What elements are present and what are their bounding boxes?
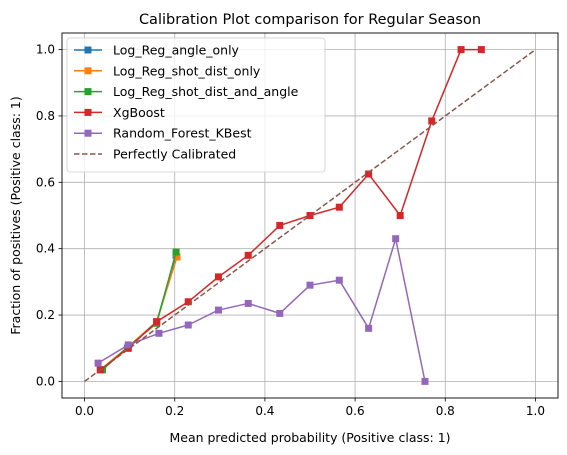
legend-label: Log_Reg_angle_only xyxy=(113,43,240,58)
legend-label: XgBoost xyxy=(113,105,165,120)
data-point xyxy=(421,377,429,385)
data-point xyxy=(306,212,314,219)
data-point xyxy=(184,298,192,306)
series-layer xyxy=(84,46,536,385)
plot-frame xyxy=(61,32,559,399)
data-point xyxy=(365,324,373,332)
y-tick-label: 0.8 xyxy=(36,109,55,123)
legend-label: Log_Reg_shot_dist_only xyxy=(113,63,261,78)
data-point xyxy=(184,321,192,329)
y-tick-label: 0.4 xyxy=(36,242,55,256)
legend-marker xyxy=(84,88,92,96)
x-tick-label: 0.2 xyxy=(165,404,184,418)
data-point xyxy=(153,318,161,326)
data-point xyxy=(392,235,400,243)
series-line xyxy=(99,48,482,371)
data-point xyxy=(428,117,436,125)
y-axis-label: Fraction of positives (Positive class: 1… xyxy=(8,96,23,335)
y-tick-label: 1.0 xyxy=(36,43,55,57)
series-line xyxy=(84,48,536,383)
legend-label: Log_Reg_shot_dist_and_angle xyxy=(113,84,299,99)
data-point xyxy=(365,170,373,178)
data-point xyxy=(396,212,404,219)
legend-item: Perfectly Calibrated xyxy=(74,147,236,162)
data-point xyxy=(244,299,252,307)
data-point xyxy=(457,46,465,54)
legend-label: Perfectly Calibrated xyxy=(113,147,236,162)
series-line xyxy=(97,237,426,382)
data-point xyxy=(335,276,343,284)
x-tick-label: 0.6 xyxy=(346,404,365,418)
data-point xyxy=(276,221,284,229)
ticks: 0.0 0.2 0.4 0.6 0.8 1.0 0.0 0.2 0.4 0.6 0.8 1.0 xyxy=(36,43,545,418)
data-point xyxy=(172,248,180,256)
legend-box xyxy=(66,37,326,173)
data-point xyxy=(244,251,252,259)
x-tick-label: 1.0 xyxy=(526,404,545,418)
legend-item: Log_Reg_shot_dist_only xyxy=(74,63,261,78)
y-tick-label: 0.0 xyxy=(36,374,55,388)
data-point xyxy=(94,359,102,367)
data-point xyxy=(306,281,314,289)
legend-item: Log_Reg_shot_dist_and_angle xyxy=(74,84,299,99)
legend-item: Random_Forest_KBest xyxy=(74,126,252,141)
data-point xyxy=(124,341,132,349)
series-perfectly-calibrated xyxy=(84,48,536,383)
x-tick-label: 0.0 xyxy=(75,404,94,418)
chart-title: Calibration Plot comparison for Regular … xyxy=(139,12,481,28)
x-tick-label: 0.4 xyxy=(255,404,274,418)
legend-label: Random_Forest_KBest xyxy=(113,126,252,141)
x-axis-label: Mean predicted probability (Positive cla… xyxy=(169,430,450,445)
data-point xyxy=(276,309,284,317)
data-point xyxy=(214,306,222,314)
legend-marker xyxy=(84,129,92,137)
data-point xyxy=(214,273,222,281)
data-point xyxy=(155,329,163,337)
legend-marker xyxy=(84,67,92,75)
data-point xyxy=(173,253,181,261)
x-tick-label: 0.8 xyxy=(436,404,455,418)
series-random-forest-kbest xyxy=(94,235,429,385)
data-point xyxy=(477,46,485,54)
y-tick-label: 0.6 xyxy=(36,175,55,189)
legend-marker xyxy=(84,108,92,116)
legend-item: Log_Reg_angle_only xyxy=(74,43,240,58)
y-tick-label: 0.2 xyxy=(36,308,55,322)
legend: Log_Reg_angle_only Log_Reg_shot_dist_only… xyxy=(66,37,326,173)
legend-marker xyxy=(84,46,92,54)
data-point xyxy=(335,203,343,211)
legend-item: XgBoost xyxy=(74,105,165,120)
